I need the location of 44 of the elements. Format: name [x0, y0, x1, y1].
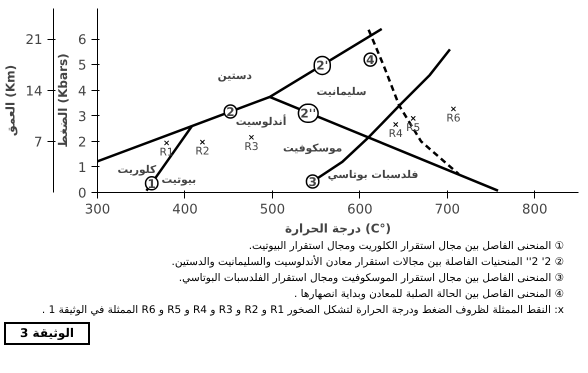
x-tick-label: 500: [260, 202, 286, 218]
text: الوثيقة 3: [4, 322, 90, 346]
y-tick-label: 2: [78, 135, 87, 150]
annotation: 1: [148, 176, 156, 191]
annotation: أندلوسيت: [236, 114, 286, 128]
y-tick-label: 0: [78, 186, 87, 202]
x-tick-label: 300: [84, 202, 110, 218]
annotation: بيوتيت: [162, 173, 196, 186]
annotation: 2'': [300, 106, 316, 120]
y-tick-label: 6: [78, 33, 87, 48]
annotation: موسكوفيت: [283, 141, 342, 154]
x-tick-label: 800: [522, 202, 548, 218]
annotation: R1: [159, 145, 174, 158]
y-tick-label: 4: [78, 84, 87, 100]
text: ③ المنحنى الفاصل بين مجال استقرار الموسكوفيت ومجال استقرار الفلدسبات البوتاسي.: [178, 271, 564, 286]
annotation: R5: [406, 120, 420, 134]
annotation: دستين: [218, 69, 252, 82]
x-tick-label: 700: [434, 202, 460, 218]
annotation: 2': [316, 58, 328, 72]
annotation: R6: [446, 111, 461, 124]
y-axis-title: الضغط (Kbars): [56, 53, 70, 148]
annotation: 4: [366, 53, 375, 68]
text: ① المنحنى الفاصل بين مجال استقرار الكلوريت ومجال استقرار البيوتيت.: [248, 239, 564, 254]
y2-tick-label: 7: [34, 135, 43, 150]
x-axis-title: درجة الحرارة (C°): [285, 222, 391, 236]
annotation: سليمانيت: [316, 84, 366, 98]
annotation: R4: [388, 127, 404, 140]
annotation: 2: [226, 104, 235, 119]
y2-tick-label: 14: [26, 84, 43, 100]
text: ② 2' 2'' المنحنيات الفاصلة بين مجالات استقرار معادن الأندلوسيت والسليمانيت والدستين.: [170, 255, 564, 270]
annotation: R3: [244, 140, 259, 153]
y-tick-label: 5: [78, 58, 87, 74]
x-tick-label: 400: [172, 202, 198, 218]
annotation: 3: [308, 175, 317, 190]
x-tick-label: 600: [347, 202, 373, 218]
annotation: R2: [195, 144, 210, 158]
y2-axis-title: العمق (Km): [4, 64, 18, 136]
y-tick-label: 1: [78, 160, 87, 176]
text: x: النقط الممثلة لظروف الضغط ودرجة الحرارة لتشكل الصخور R1 و R2 و R3 و R4 و R5 و R6 الممثلة في الوثيقة 1 .: [40, 303, 564, 318]
y-tick-label: 3: [78, 110, 87, 125]
annotation: كلوريت: [118, 163, 157, 176]
annotation: فلدسبات بوتاسي: [328, 168, 418, 182]
text: ④ المنحنى الفاصل بين الحالة الصلبة للمعادن وبداية انصهارها .: [292, 287, 564, 302]
y2-tick-label: 21: [26, 33, 43, 48]
